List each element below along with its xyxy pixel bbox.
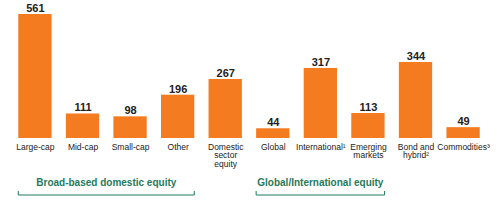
svg-text:Small-cap: Small-cap: [112, 142, 150, 152]
svg-text:44: 44: [267, 116, 280, 128]
svg-text:Other: Other: [168, 142, 189, 152]
svg-text:Broad-based domestic equity: Broad-based domestic equity: [36, 177, 176, 188]
svg-text:Large-cap: Large-cap: [16, 142, 55, 152]
svg-text:International¹: International¹: [296, 142, 346, 152]
svg-text:111: 111: [74, 101, 91, 113]
svg-text:Mid-cap: Mid-cap: [68, 142, 99, 152]
svg-text:49: 49: [457, 115, 469, 127]
svg-text:317: 317: [312, 56, 330, 68]
svg-text:Bond andhybrid²: Bond andhybrid²: [398, 142, 435, 161]
svg-text:267: 267: [217, 67, 235, 79]
svg-text:196: 196: [169, 83, 187, 95]
svg-text:Commodities³: Commodities³: [437, 142, 490, 152]
svg-text:Emergingmarkets: Emergingmarkets: [350, 142, 387, 161]
svg-text:Global: Global: [261, 142, 286, 152]
svg-text:Domesticsectorequity: Domesticsectorequity: [208, 142, 244, 169]
svg-text:Global/International equity: Global/International equity: [257, 177, 384, 188]
svg-text:561: 561: [26, 2, 44, 14]
svg-text:98: 98: [124, 104, 136, 116]
svg-text:113: 113: [360, 101, 378, 113]
svg-text:344: 344: [407, 50, 426, 62]
